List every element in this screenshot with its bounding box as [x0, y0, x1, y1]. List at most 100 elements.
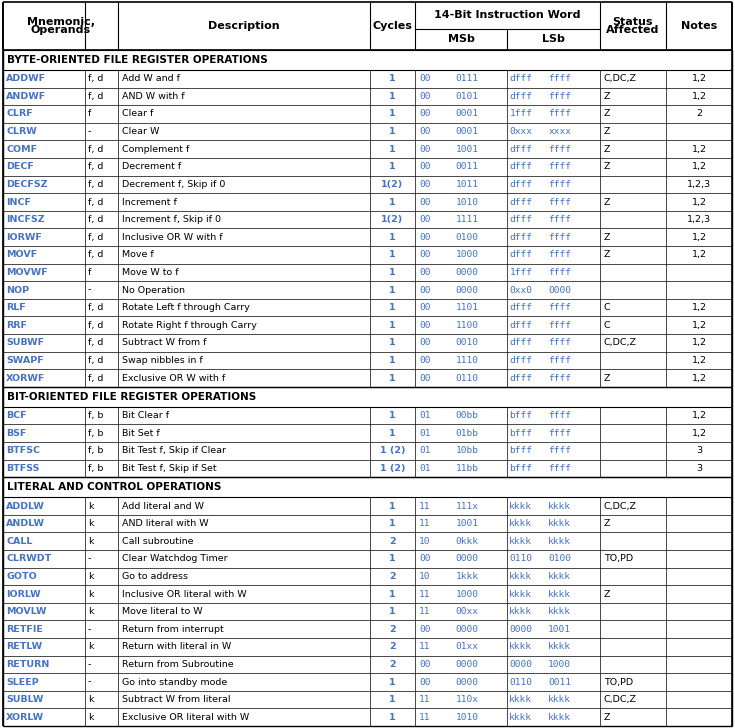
Text: kkkk: kkkk — [548, 572, 571, 581]
Text: Z: Z — [604, 109, 611, 119]
Text: dfff: dfff — [509, 356, 532, 365]
Text: kkkk: kkkk — [509, 572, 532, 581]
Text: f, d: f, d — [88, 145, 104, 154]
Text: C,DC,Z: C,DC,Z — [604, 502, 637, 510]
Text: xxxx: xxxx — [548, 127, 571, 136]
Text: 00: 00 — [419, 303, 431, 312]
Text: 111x: 111x — [456, 502, 478, 510]
Text: Add W and f: Add W and f — [122, 74, 180, 83]
Text: Increment f, Skip if 0: Increment f, Skip if 0 — [122, 215, 221, 224]
Text: CALL: CALL — [6, 537, 32, 546]
Text: 00: 00 — [419, 268, 431, 277]
Text: 1: 1 — [390, 162, 396, 171]
Text: 1,2: 1,2 — [692, 321, 706, 330]
Text: dfff: dfff — [509, 233, 532, 242]
Text: 1: 1 — [390, 695, 396, 704]
Text: 11: 11 — [419, 502, 431, 510]
Text: Z: Z — [604, 233, 611, 242]
Text: 1: 1 — [390, 607, 396, 616]
Text: -: - — [88, 678, 91, 687]
Text: ffff: ffff — [548, 339, 571, 347]
Text: 0110: 0110 — [509, 554, 532, 563]
Text: 1: 1 — [390, 303, 396, 312]
Text: ffff: ffff — [548, 74, 571, 83]
Text: 01: 01 — [419, 464, 431, 473]
Text: Rotate Left f through Carry: Rotate Left f through Carry — [122, 303, 250, 312]
Text: bfff: bfff — [509, 464, 532, 473]
Text: dfff: dfff — [509, 215, 532, 224]
Text: 00: 00 — [419, 197, 431, 207]
Text: 1 (2): 1 (2) — [380, 446, 405, 455]
Text: 1000: 1000 — [456, 590, 478, 598]
Text: 1: 1 — [390, 339, 396, 347]
Text: Increment f: Increment f — [122, 197, 177, 207]
Text: Mnemonic,: Mnemonic, — [26, 17, 95, 27]
Text: 2: 2 — [390, 572, 396, 581]
Text: ANDLW: ANDLW — [6, 519, 45, 528]
Text: ANDWF: ANDWF — [6, 92, 46, 101]
Text: 1: 1 — [390, 285, 396, 295]
Text: AND W with f: AND W with f — [122, 92, 184, 101]
Text: f, d: f, d — [88, 180, 104, 189]
Text: 1: 1 — [390, 74, 396, 83]
Text: -: - — [88, 127, 91, 136]
Text: f, b: f, b — [88, 446, 104, 455]
Text: MSb: MSb — [448, 34, 474, 44]
Text: 1011: 1011 — [456, 180, 478, 189]
Text: DECFSZ: DECFSZ — [6, 180, 47, 189]
Text: 1000: 1000 — [548, 660, 571, 669]
Text: 1100: 1100 — [456, 321, 478, 330]
Text: IORWF: IORWF — [6, 233, 42, 242]
Text: kkkk: kkkk — [548, 590, 571, 598]
Text: 00: 00 — [419, 678, 431, 687]
Text: Z: Z — [604, 145, 611, 154]
Text: 2: 2 — [696, 109, 702, 119]
Text: ffff: ffff — [548, 356, 571, 365]
Text: Exclusive OR W with f: Exclusive OR W with f — [122, 373, 225, 382]
Text: f, d: f, d — [88, 162, 104, 171]
Text: Z: Z — [604, 197, 611, 207]
Text: 0100: 0100 — [548, 554, 571, 563]
Text: f, d: f, d — [88, 233, 104, 242]
Text: 00: 00 — [419, 233, 431, 242]
Text: 1 (2): 1 (2) — [380, 464, 405, 473]
Text: 1: 1 — [390, 678, 396, 687]
Text: Z: Z — [604, 373, 611, 382]
Text: INCFSZ: INCFSZ — [6, 215, 45, 224]
Text: 0110: 0110 — [509, 678, 532, 687]
Text: 00: 00 — [419, 215, 431, 224]
Text: Complement f: Complement f — [122, 145, 190, 154]
Text: 11: 11 — [419, 607, 431, 616]
Text: Z: Z — [604, 519, 611, 528]
Text: INCF: INCF — [6, 197, 31, 207]
Text: -: - — [88, 285, 91, 295]
Text: Swap nibbles in f: Swap nibbles in f — [122, 356, 203, 365]
Text: 1,2: 1,2 — [692, 429, 706, 438]
Text: 1001: 1001 — [548, 625, 571, 633]
Text: 00: 00 — [419, 356, 431, 365]
Text: 1: 1 — [390, 429, 396, 438]
Text: 0011: 0011 — [456, 162, 478, 171]
Text: RETURN: RETURN — [6, 660, 49, 669]
Text: 0111: 0111 — [456, 74, 478, 83]
Text: 00: 00 — [419, 109, 431, 119]
Text: Move W to f: Move W to f — [122, 268, 179, 277]
Text: XORLW: XORLW — [6, 713, 44, 721]
Text: SWAPF: SWAPF — [6, 356, 44, 365]
Text: k: k — [88, 713, 93, 721]
Text: 11: 11 — [419, 713, 431, 721]
Text: 1: 1 — [390, 268, 396, 277]
Text: dfff: dfff — [509, 303, 532, 312]
Text: dfff: dfff — [509, 197, 532, 207]
Text: BCF: BCF — [6, 411, 26, 420]
Text: MOVLW: MOVLW — [6, 607, 46, 616]
Text: BTFSC: BTFSC — [6, 446, 40, 455]
Text: ffff: ffff — [548, 250, 571, 259]
Text: 00: 00 — [419, 339, 431, 347]
Text: LITERAL AND CONTROL OPERATIONS: LITERAL AND CONTROL OPERATIONS — [7, 482, 221, 492]
Text: 110x: 110x — [456, 695, 478, 704]
Text: dfff: dfff — [509, 145, 532, 154]
Text: ffff: ffff — [548, 233, 571, 242]
Text: 00: 00 — [419, 625, 431, 633]
Text: 00: 00 — [419, 373, 431, 382]
